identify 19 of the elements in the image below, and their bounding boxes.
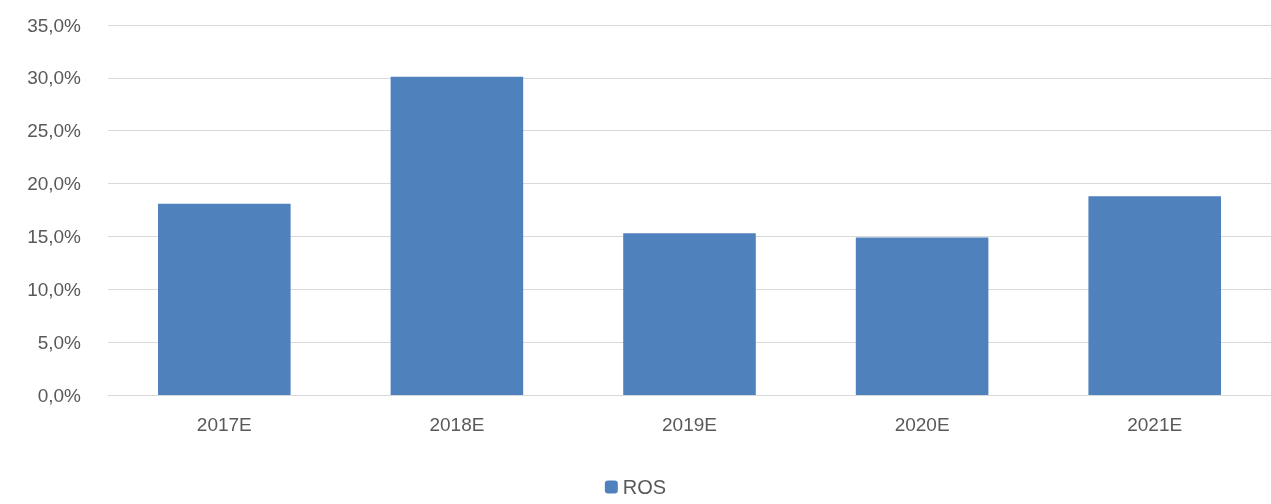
bar	[855, 237, 989, 395]
bar	[1088, 196, 1221, 395]
y-tick-label: 10,0%	[27, 278, 82, 300]
y-tick-label: 30,0%	[27, 67, 82, 89]
y-tick-label: 0,0%	[37, 384, 82, 406]
legend-label: ROS	[622, 476, 667, 498]
bar	[158, 203, 291, 395]
x-tick-label: 2020E	[894, 414, 950, 435]
y-tick-label: 15,0%	[27, 225, 82, 247]
bar	[390, 76, 524, 395]
x-tick-label: 2018E	[429, 414, 485, 435]
bar	[623, 233, 756, 395]
y-tick-label: 25,0%	[27, 120, 82, 142]
x-tick-label: 2021E	[1127, 414, 1183, 435]
y-tick-label: 20,0%	[27, 173, 82, 195]
x-tick-label: 2017E	[196, 414, 252, 435]
y-tick-label: 35,0%	[27, 14, 82, 36]
x-tick-label: 2019E	[662, 414, 717, 435]
y-tick-label: 5,0%	[37, 331, 82, 353]
